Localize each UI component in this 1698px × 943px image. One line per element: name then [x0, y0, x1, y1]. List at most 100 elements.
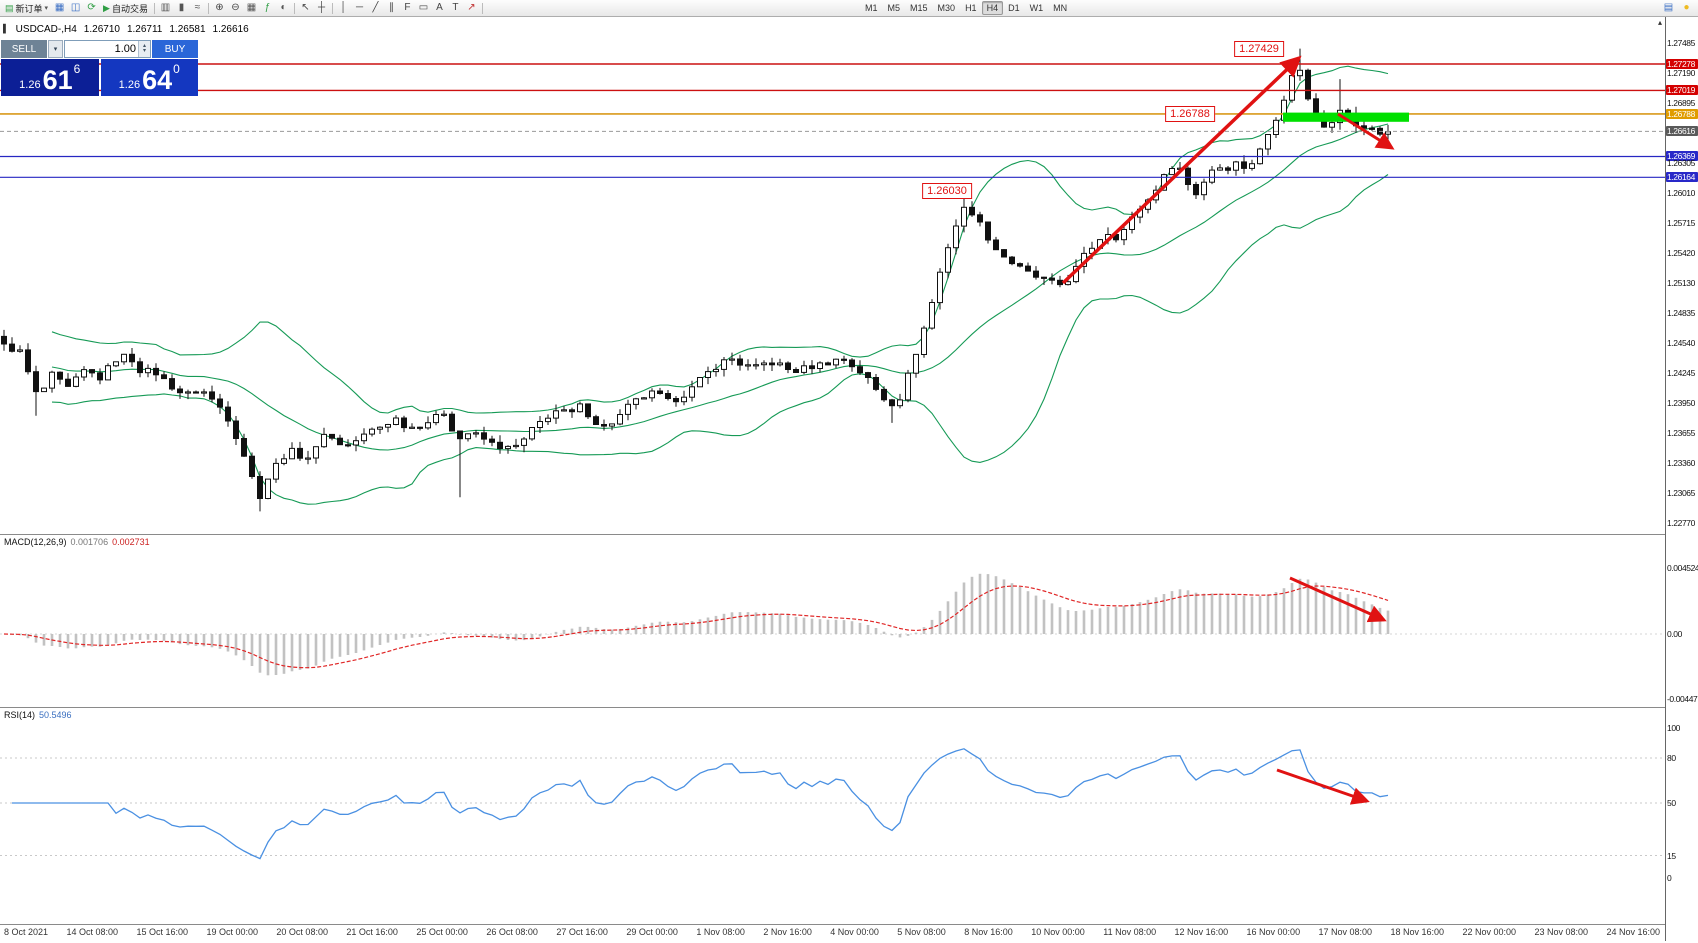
- label-icon[interactable]: T: [448, 1, 463, 15]
- cursor-icon[interactable]: ↖: [298, 1, 313, 15]
- channel-icon[interactable]: ∥: [384, 1, 399, 15]
- sell-button[interactable]: SELL: [1, 40, 47, 58]
- zoom-in-icon-glyph-icon: ⊕: [215, 2, 224, 13]
- time-axis-label: 16 Nov 00:00: [1246, 927, 1301, 937]
- charts-grid-icon[interactable]: ▦: [52, 1, 67, 15]
- sell-price-display[interactable]: 1.26 61 6: [1, 59, 99, 96]
- vertical-line-icon[interactable]: │: [336, 1, 351, 15]
- profile-icon-glyph-icon: ◫: [70, 2, 81, 13]
- clock-icon[interactable]: ●: [1683, 2, 1690, 13]
- periods-icon[interactable]: ◐: [276, 1, 291, 15]
- trend-arrow[interactable]: [1276, 768, 1370, 805]
- ohlc-open: 1.26710: [83, 24, 120, 35]
- price-axis-label: 1.27019: [1666, 85, 1698, 96]
- time-axis-label: 8 Nov 16:00: [964, 927, 1013, 937]
- time-axis-label: 24 Nov 16:00: [1606, 927, 1660, 937]
- zoom-in-icon[interactable]: ⊕: [212, 1, 227, 15]
- refresh-icon[interactable]: ⟳: [84, 1, 99, 15]
- ohlc-high: 1.26711: [126, 24, 163, 35]
- zoom-out-icon[interactable]: ⊖: [228, 1, 243, 15]
- horizontal-line-icon[interactable]: ─: [352, 1, 367, 15]
- rsi-canvas[interactable]: [0, 708, 1666, 924]
- one-click-trading-panel: SELL ▾ 1.00 ▴ ▾ BUY 1.26 61 6 1.26 64 0: [1, 40, 198, 96]
- price-annotation[interactable]: 1.26030: [922, 182, 972, 199]
- text-icon[interactable]: A: [432, 1, 447, 15]
- price-axis-label: 1.25420: [1667, 248, 1695, 259]
- order-type-dropdown[interactable]: ▾: [48, 40, 63, 58]
- trend-arrow[interactable]: [1289, 576, 1387, 623]
- new-order-glyph-icon: ▤: [5, 2, 14, 13]
- arrow-tool-icon[interactable]: ↗: [464, 1, 479, 15]
- tile-windows-icon[interactable]: ▦: [244, 1, 259, 15]
- text-icon-glyph-icon: A: [436, 2, 443, 13]
- sell-price-main: 61: [42, 65, 73, 96]
- trendline-icon[interactable]: ╱: [368, 1, 383, 15]
- depth-of-market-icon[interactable]: ▤: [1663, 2, 1674, 13]
- candlesticks: [1, 48, 1391, 512]
- macd-label: MACD(12,26,9) 0.001706 0.002731: [4, 537, 150, 547]
- price-axis[interactable]: 1.27485 1.27278 1.27190 1.27019 1.26895 1.267…: [1665, 16, 1698, 941]
- timeframe-d1[interactable]: D1: [1008, 3, 1020, 13]
- stepper-up-icon[interactable]: ▴: [142, 43, 146, 49]
- trend-arrow[interactable]: [1061, 55, 1302, 285]
- bollinger-band: [51, 123, 1389, 451]
- volume-stepper[interactable]: ▴ ▾: [138, 41, 150, 57]
- macd-canvas[interactable]: [0, 535, 1666, 707]
- time-axis[interactable]: 8 Oct 2021 14 Oct 08:00 15 Oct 16:00 19 Oct…: [0, 925, 1666, 943]
- time-axis-label: 18 Nov 16:00: [1390, 927, 1445, 937]
- panel-separator[interactable]: [0, 707, 1698, 708]
- main-chart-canvas[interactable]: [0, 16, 1666, 535]
- timeframe-m1[interactable]: M1: [865, 3, 878, 13]
- time-axis-label: 25 Oct 00:00: [416, 927, 468, 937]
- panel-separator[interactable]: [0, 534, 1698, 535]
- timeframe-w1[interactable]: W1: [1029, 3, 1044, 13]
- line-chart-icon-glyph-icon: ≈: [194, 2, 201, 13]
- timeframe-m30[interactable]: M30: [937, 3, 956, 13]
- bar-chart-icon[interactable]: ▥: [158, 1, 173, 15]
- profile-icon[interactable]: ◫: [68, 1, 83, 15]
- line-chart-icon[interactable]: ≈: [190, 1, 205, 15]
- trend-arrow[interactable]: [1337, 112, 1395, 150]
- toolbar-left: ▤ 新订单 ▾ ▦ ◫ ⟳ ▶ 自动交易 ▥ ▮ ≈ ⊕ ⊖ ▦ ƒ ◐ ↖ ┼ │ ─ ╱ ∥ F ▭ A T ↗: [0, 1, 860, 15]
- macd-axis-label: 0.00: [1667, 629, 1682, 639]
- price-annotation[interactable]: 1.27429: [1234, 40, 1284, 57]
- toolbar-separator: [207, 2, 209, 14]
- price-axis-label: 1.24835: [1667, 307, 1695, 318]
- rsi-axis-label: 100: [1667, 723, 1680, 733]
- timeframe-m15[interactable]: M15: [910, 3, 928, 13]
- buy-button[interactable]: BUY: [152, 40, 198, 58]
- ohlc-low: 1.26581: [169, 24, 206, 35]
- volume-input[interactable]: 1.00 ▴ ▾: [64, 40, 151, 58]
- timeframe-h4[interactable]: H4: [981, 1, 1004, 15]
- price-axis-label: 1.23950: [1667, 397, 1695, 408]
- timeframe-h1[interactable]: H1: [965, 3, 977, 13]
- rsi-line: [12, 748, 1389, 860]
- macd-histogram: [10, 573, 1390, 676]
- chart-scroll-arrow-icon[interactable]: ▴: [1657, 18, 1662, 27]
- candle-chart-icon[interactable]: ▮: [174, 1, 189, 15]
- indicators-icon[interactable]: ƒ: [260, 1, 275, 15]
- buy-price-display[interactable]: 1.26 64 0: [100, 59, 198, 96]
- timeframe-mn[interactable]: MN: [1053, 3, 1068, 13]
- timeframe-m5[interactable]: M5: [887, 3, 901, 13]
- time-axis-label: 10 Nov 00:00: [1031, 927, 1085, 937]
- crosshair-icon[interactable]: ┼: [314, 1, 329, 15]
- price-axis-label: 1.22770: [1667, 517, 1695, 528]
- price-annotation[interactable]: 1.26788: [1165, 105, 1215, 122]
- label-icon-glyph-icon: T: [452, 2, 459, 13]
- new-order-button[interactable]: ▤ 新订单 ▾: [2, 1, 51, 15]
- autotrade-button[interactable]: ▶ 自动交易: [100, 1, 151, 15]
- price-axis-label: 1.23065: [1667, 487, 1695, 498]
- zoom-out-icon-glyph-icon: ⊖: [231, 2, 240, 13]
- time-axis-label: 20 Oct 08:00: [276, 927, 328, 937]
- fibonacci-icon[interactable]: F: [400, 1, 415, 15]
- stepper-down-icon[interactable]: ▾: [142, 48, 146, 54]
- new-order-button-label: 新订单: [15, 3, 43, 14]
- price-axis-label: 1.26369: [1666, 151, 1698, 162]
- rsi-axis-label: 80: [1667, 753, 1676, 763]
- price-axis-label: 1.24540: [1667, 337, 1695, 348]
- price-axis-label: 1.26305: [1667, 157, 1695, 168]
- support-zone[interactable]: [1283, 112, 1409, 122]
- shapes-icon[interactable]: ▭: [416, 1, 431, 15]
